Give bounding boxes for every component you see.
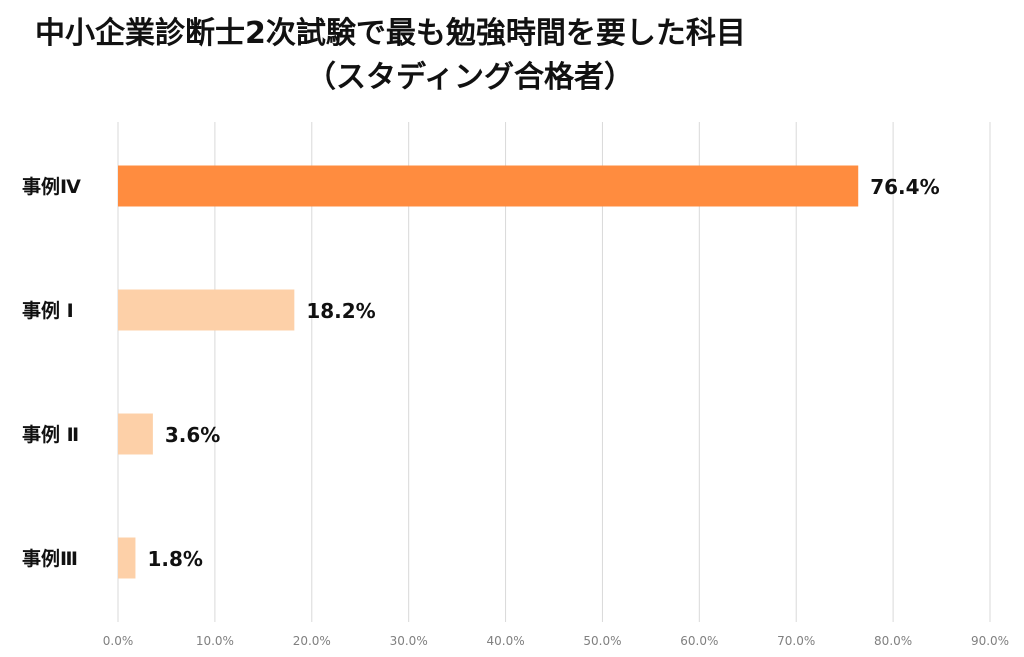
x-tick-label: 20.0% bbox=[293, 634, 331, 648]
category-label: 事例 Ⅱ bbox=[22, 423, 79, 446]
chart-subtitle: （スタディング合格者） bbox=[306, 60, 634, 95]
x-tick-label: 30.0% bbox=[390, 634, 428, 648]
bar bbox=[118, 413, 153, 455]
x-tick-label: 70.0% bbox=[777, 634, 815, 648]
chart-title: 中小企業診断士2次試験で最も勉強時間を要した科目 bbox=[35, 16, 746, 51]
category-label: 事例 Ⅰ bbox=[22, 299, 74, 322]
bars bbox=[118, 165, 859, 579]
data-label: 76.4% bbox=[870, 175, 939, 199]
x-tick-label: 80.0% bbox=[874, 634, 912, 648]
bar bbox=[118, 165, 859, 207]
x-tick-label: 90.0% bbox=[971, 634, 1009, 648]
x-tick-label: 40.0% bbox=[486, 634, 524, 648]
category-label: 事例Ⅳ bbox=[22, 175, 81, 198]
x-tick-label: 60.0% bbox=[680, 634, 718, 648]
data-label: 18.2% bbox=[306, 299, 375, 323]
category-label: 事例Ⅲ bbox=[22, 547, 78, 570]
labels: 0.0% 10.0% 20.0% 30.0% 40.0% 50.0% 60.0% 70.0% 8… bbox=[22, 175, 1009, 648]
x-tick-label: 10.0% bbox=[196, 634, 234, 648]
bar bbox=[118, 537, 136, 579]
x-tick-label: 0.0% bbox=[103, 634, 134, 648]
data-label: 3.6% bbox=[165, 423, 220, 447]
data-label: 1.8% bbox=[147, 547, 202, 571]
x-tick-label: 50.0% bbox=[583, 634, 621, 648]
bar bbox=[118, 289, 295, 331]
